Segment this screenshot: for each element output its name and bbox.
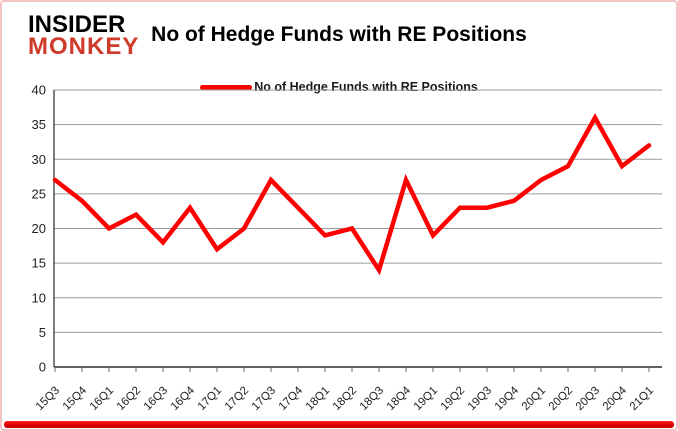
y-axis-label: 15 <box>32 256 46 271</box>
x-axis-label: 19Q4 <box>493 384 522 413</box>
insider-monkey-logo: INSIDER MONKEY <box>28 11 140 61</box>
x-axis-label: 16Q4 <box>169 384 198 413</box>
legend-line-swatch-icon <box>200 84 253 90</box>
x-axis-label: 18Q4 <box>385 384 414 413</box>
y-axis-label: 40 <box>32 83 46 98</box>
y-axis-label: 25 <box>32 186 46 201</box>
x-axis-label: 21Q1 <box>628 385 656 413</box>
x-axis-label: 16Q3 <box>142 385 170 413</box>
x-axis-label: 17Q3 <box>250 385 278 413</box>
logo-text-monkey: MONKEY <box>28 33 140 61</box>
chart-title: No of Hedge Funds with RE Positions <box>151 23 527 46</box>
x-axis-label: 20Q4 <box>601 384 630 413</box>
y-axis-label: 35 <box>32 117 46 132</box>
y-axis-label: 20 <box>32 221 46 236</box>
x-axis-label: 19Q3 <box>466 385 494 413</box>
x-axis-label: 17Q2 <box>223 385 251 413</box>
y-axis-label: 30 <box>32 152 46 167</box>
y-axis-label: 0 <box>39 360 46 375</box>
logo-text-insider: INSIDER <box>28 11 126 38</box>
y-axis-label: 5 <box>39 325 46 340</box>
x-axis-label: 16Q1 <box>88 385 116 413</box>
y-axis-label: 10 <box>32 290 46 305</box>
x-axis-label: 16Q2 <box>115 385 143 413</box>
series-line <box>52 113 652 276</box>
x-axis-label: 18Q2 <box>331 385 359 413</box>
x-axis-label: 20Q2 <box>547 385 575 413</box>
x-axis-label: 18Q3 <box>358 385 386 413</box>
bottom-red-bar <box>4 421 674 428</box>
x-axis-label: 15Q4 <box>61 384 90 413</box>
x-axis-label: 20Q1 <box>520 385 548 413</box>
x-axis-label: 15Q3 <box>34 385 62 413</box>
x-axis-label: 19Q1 <box>412 385 440 413</box>
x-axis-label: 17Q4 <box>277 384 306 413</box>
x-axis-label: 18Q1 <box>304 385 332 413</box>
line-chart: 0 5 10 15 20 25 30 35 40 15Q315Q416Q116Q216Q316Q4… <box>32 83 662 413</box>
x-axis-label: 19Q2 <box>439 385 467 413</box>
x-axis-label: 17Q1 <box>196 385 224 413</box>
x-axis-label: 20Q3 <box>574 385 602 413</box>
